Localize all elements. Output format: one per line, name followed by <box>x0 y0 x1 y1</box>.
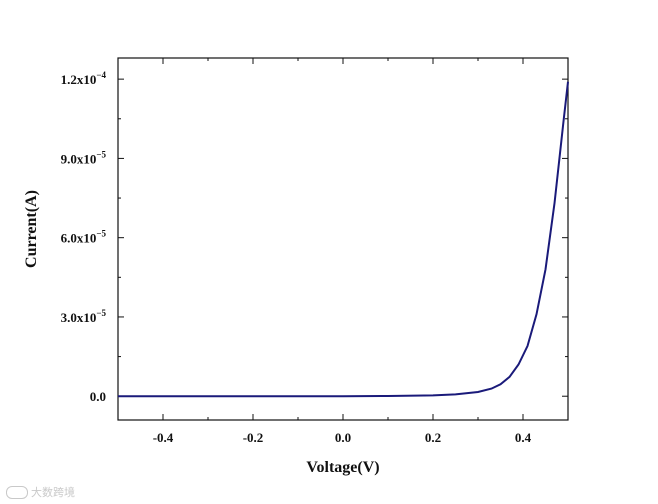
series-line <box>118 81 569 398</box>
x-tick-label: 0.0 <box>335 430 351 445</box>
y-axis-title: Current(A) <box>23 190 40 268</box>
tick-labels-group: -0.4 -0.2 0.0 0.2 0.4 0.0 3.0x10−5 6.0x10−5 9.0x… <box>61 70 532 445</box>
ticks-group <box>117 58 569 420</box>
axes-group <box>117 57 569 421</box>
x-tick-label: -0.4 <box>153 430 174 445</box>
x-axis-title: Voltage(V) <box>306 459 379 476</box>
x-tick-label: -0.2 <box>243 430 264 445</box>
y-tick-label: 9.0x10−5 <box>61 149 107 166</box>
x-tick-label: 0.4 <box>515 430 532 445</box>
y-tick-label: 1.2x10−4 <box>61 70 107 87</box>
y-tick-label: 0.0 <box>90 389 106 404</box>
y-tick-label: 6.0x10−5 <box>61 229 107 246</box>
watermark-text: 大数跨境 <box>31 486 75 499</box>
x-tick-label: 0.2 <box>425 430 441 445</box>
plot-frame <box>117 57 569 421</box>
watermark: 大数跨境 <box>6 484 75 500</box>
watermark-logo-icon <box>6 485 28 499</box>
y-tick-label: 3.0x10−5 <box>61 308 107 325</box>
